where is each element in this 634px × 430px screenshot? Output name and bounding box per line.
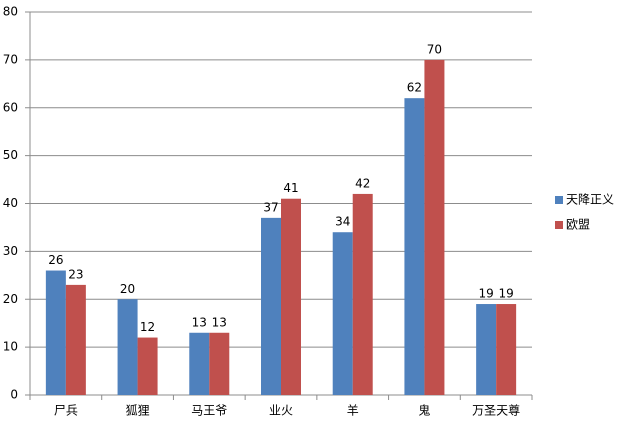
y-tick-label: 80 [3,5,18,19]
bar [65,284,86,395]
x-tick-label: 尸兵 [54,404,78,418]
data-label: 70 [427,42,442,56]
data-label: 19 [479,287,494,301]
legend-label: 欧盟 [566,218,590,232]
data-label: 13 [192,315,207,329]
data-label: 41 [283,181,298,195]
legend-swatch [555,196,563,204]
data-label: 62 [407,81,422,95]
x-tick-label: 羊 [347,403,359,418]
bar [281,198,301,395]
y-tick-label: 30 [3,244,18,258]
bar [332,232,353,395]
data-label: 23 [68,267,83,281]
legend-swatch [555,221,563,229]
data-label: 26 [48,253,63,267]
y-tick-label: 60 [3,100,18,114]
data-label: 13 [212,315,227,329]
data-label: 12 [140,320,155,334]
x-tick-label: 万圣天尊 [472,403,520,418]
bar [476,304,497,395]
y-tick-label: 10 [3,340,18,354]
bar [496,304,517,395]
data-label: 19 [499,287,514,301]
bar [117,299,138,395]
data-label: 20 [120,282,135,296]
bar [45,270,66,395]
x-tick-label: 马王爷 [191,404,227,418]
bar [404,98,425,396]
bar [137,337,158,395]
bar [352,193,373,395]
data-label: 34 [335,215,350,229]
y-tick-label: 0 [10,388,18,402]
y-tick-label: 40 [3,196,18,210]
y-tick-label: 20 [3,292,18,306]
bar [189,332,210,395]
bar [424,59,445,395]
x-tick-label: 狐狸 [126,404,150,418]
y-tick-label: 70 [3,52,18,66]
data-label: 42 [355,176,370,190]
bar [209,332,230,395]
y-tick-label: 50 [3,148,18,162]
bar [261,217,281,395]
legend-label: 天降正义 [566,193,614,207]
x-tick-label: 业火 [269,404,293,418]
x-tick-label: 鬼 [418,403,430,418]
data-label: 37 [263,200,278,214]
